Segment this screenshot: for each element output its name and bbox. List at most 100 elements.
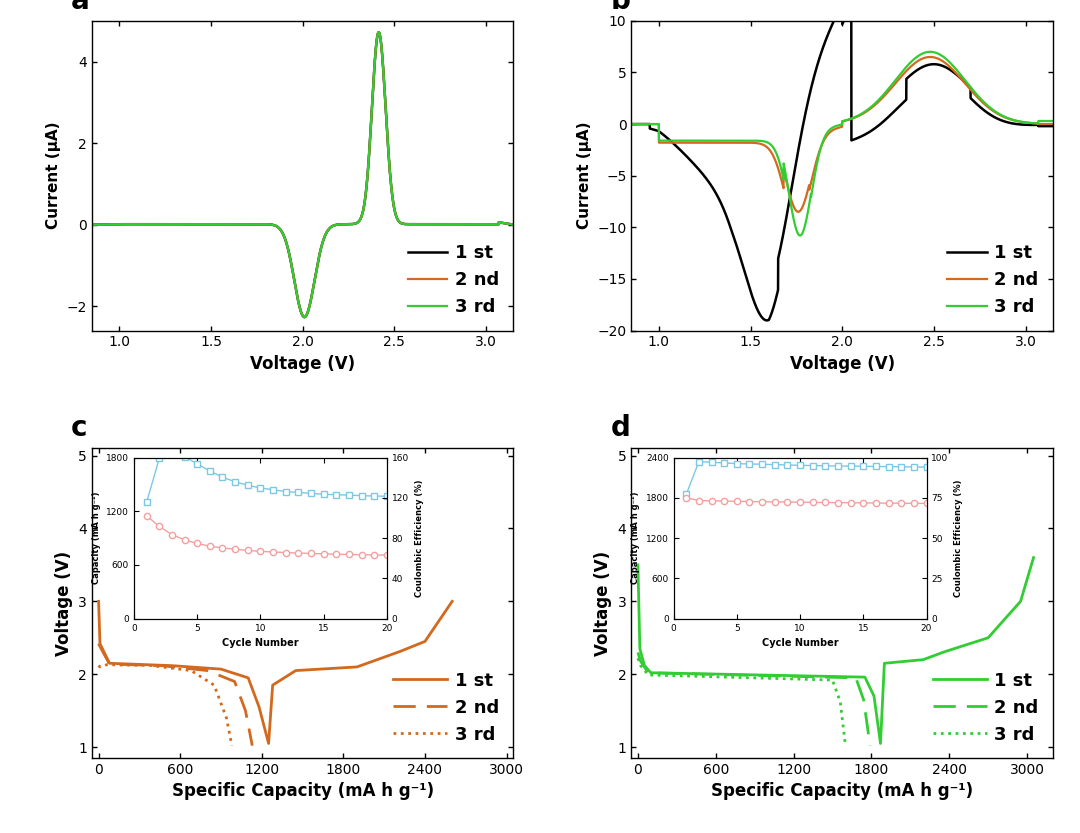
1 st [298, 312, 311, 322]
3 rd [673, 136, 686, 146]
1 st [266, 689, 279, 699]
2 nd [148, 661, 161, 671]
3 rd [786, 212, 799, 222]
2 nd [786, 200, 799, 210]
1 st [625, 119, 638, 129]
2 nd [266, 220, 279, 230]
2 nd [1039, 119, 1052, 129]
1 st [716, 669, 729, 679]
1 st [297, 665, 310, 675]
1 st [446, 596, 459, 606]
Legend: 1 st, 2 nd, 3 rd: 1 st, 2 nd, 3 rd [942, 239, 1044, 322]
3 rd [94, 661, 107, 671]
2 nd [673, 137, 686, 147]
1 st [266, 220, 279, 230]
2 nd [645, 668, 658, 678]
3 rd [1039, 116, 1052, 126]
3 rd [207, 681, 220, 691]
3 rd [632, 653, 645, 663]
1 st [499, 218, 512, 228]
1 st [1047, 121, 1059, 131]
1 st [698, 172, 711, 182]
1 st [454, 219, 467, 229]
X-axis label: Voltage (V): Voltage (V) [789, 355, 894, 373]
1 st [994, 115, 1007, 125]
3 rd [633, 656, 646, 666]
2 nd [298, 312, 311, 322]
Y-axis label: Current (μA): Current (μA) [577, 122, 592, 229]
3 rd [100, 660, 113, 670]
Line: 2 nd: 2 nd [92, 32, 513, 317]
1 st [805, 82, 818, 92]
2 nd [507, 220, 519, 230]
3 rd [298, 312, 311, 322]
2 nd [227, 676, 240, 686]
3 rd [839, 741, 852, 751]
3 rd [667, 671, 680, 681]
3 rd [454, 219, 467, 229]
2 nd [625, 119, 638, 129]
1 st [373, 27, 386, 37]
X-axis label: Voltage (V): Voltage (V) [251, 355, 355, 373]
2 nd [737, 670, 750, 680]
Legend: 1 st, 2 nd, 3 rd: 1 st, 2 nd, 3 rd [928, 666, 1044, 749]
3 rd [499, 218, 512, 228]
3 rd [836, 711, 849, 721]
Line: 3 rd: 3 rd [632, 52, 1053, 236]
3 rd [226, 741, 239, 751]
3 rd [507, 220, 519, 230]
Line: 1 st: 1 st [632, 4, 1053, 321]
3 rd [646, 670, 659, 680]
2 nd [134, 219, 147, 229]
2 nd [180, 663, 193, 673]
3 rd [923, 47, 936, 57]
Line: 2 nd: 2 nd [98, 644, 253, 746]
3 rd [159, 219, 172, 229]
1 st [507, 220, 519, 230]
1 st [786, 173, 799, 183]
3 rd [994, 109, 1007, 119]
1 st [673, 144, 686, 154]
1 st [390, 648, 403, 658]
1 st [653, 668, 666, 678]
Text: a: a [70, 0, 90, 15]
2 nd [792, 207, 805, 217]
2 nd [1047, 119, 1059, 129]
1 st [92, 596, 105, 606]
1 st [134, 219, 147, 229]
2 nd [85, 220, 98, 230]
3 rd [698, 136, 711, 146]
Y-axis label: Voltage (V): Voltage (V) [594, 551, 612, 656]
1 st [266, 681, 279, 691]
2 nd [923, 52, 936, 62]
1 st [131, 659, 144, 669]
1 st [725, 670, 738, 680]
Line: 2 nd: 2 nd [638, 652, 870, 746]
3 rd [177, 665, 190, 675]
3 rd [134, 219, 147, 229]
3 rd [1047, 116, 1059, 126]
2 nd [805, 176, 818, 186]
2 nd [172, 662, 185, 672]
X-axis label: Specific Capacity (mA h g⁻¹): Specific Capacity (mA h g⁻¹) [172, 782, 434, 801]
Line: 1 st: 1 st [98, 601, 453, 744]
3 rd [625, 119, 638, 129]
3 rd [247, 219, 260, 229]
3 rd [92, 661, 105, 671]
3 rd [805, 189, 818, 199]
Legend: 1 st, 2 nd, 3 rd: 1 st, 2 nd, 3 rd [388, 666, 504, 749]
1 st [215, 665, 228, 675]
2 nd [750, 671, 762, 681]
3 rd [220, 713, 233, 723]
3 rd [373, 27, 386, 37]
1 st [935, 648, 948, 658]
3 rd [708, 671, 721, 681]
2 nd [697, 669, 710, 679]
2 nd [678, 669, 691, 679]
1 st [85, 220, 98, 230]
3 rd [171, 664, 184, 674]
2 nd [204, 667, 217, 677]
2 nd [499, 218, 512, 228]
Y-axis label: Voltage (V): Voltage (V) [54, 551, 72, 656]
2 nd [136, 660, 149, 670]
